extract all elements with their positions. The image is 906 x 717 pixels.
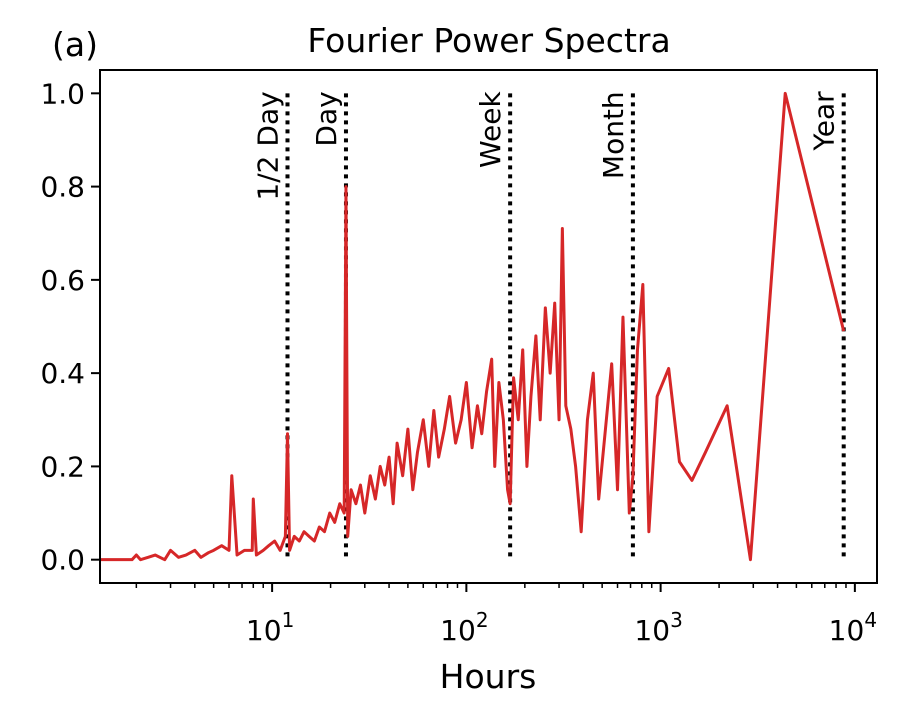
y-tick-label: 1.0: [40, 77, 85, 110]
ref-label-month: Month: [597, 91, 630, 179]
ref-label-year: Year: [808, 91, 841, 152]
y-tick-label: 0.8: [40, 171, 85, 204]
ref-label-day: Day: [310, 91, 343, 146]
x-axis-label: Hours: [440, 657, 537, 696]
plot-frame: [99, 69, 878, 584]
x-tick-label: 104: [829, 608, 877, 647]
y-tick-label: 0.4: [40, 357, 85, 390]
y-tick-label: 0.2: [40, 450, 85, 483]
x-tick-label: 102: [440, 608, 488, 647]
x-tick-label: 101: [246, 608, 294, 647]
y-tick-label: 0.6: [40, 264, 85, 297]
x-tick-label: 103: [634, 608, 682, 647]
y-tick-label: 0.0: [40, 544, 85, 577]
chart-title: Fourier Power Spectra: [307, 21, 670, 60]
ref-label-week: Week: [474, 91, 507, 168]
series-line-0: [100, 91, 846, 562]
ref-label-1-2-day: 1/2 Day: [251, 91, 284, 200]
panel-label: (a): [52, 25, 98, 64]
